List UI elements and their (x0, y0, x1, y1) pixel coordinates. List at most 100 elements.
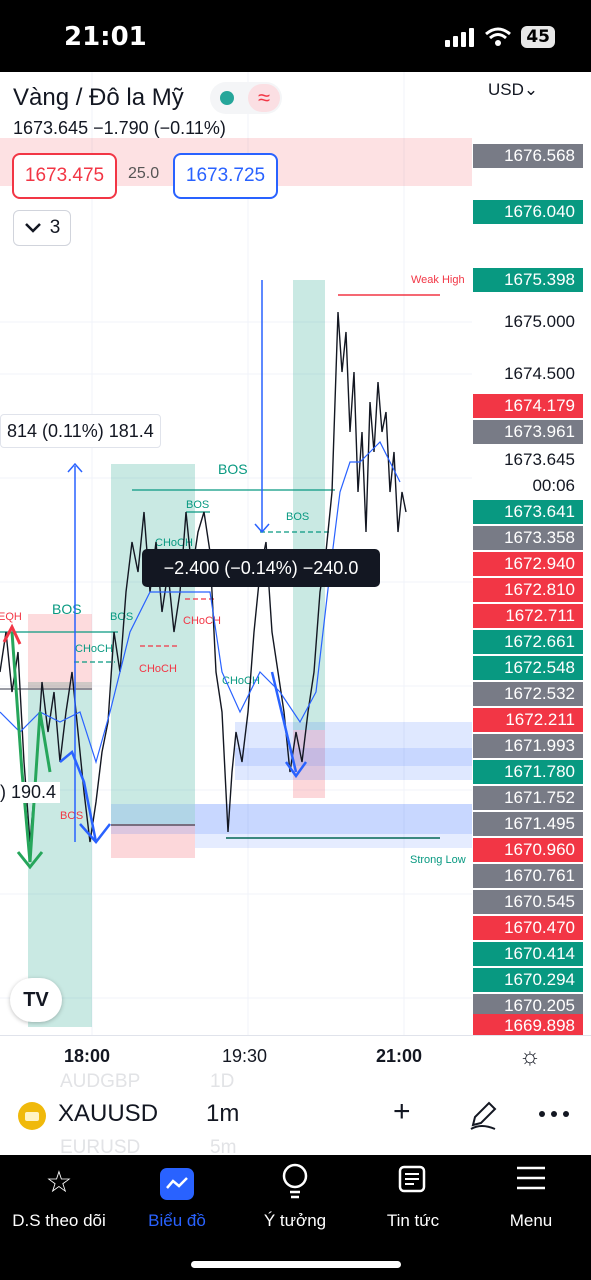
time-axis[interactable]: 18:00 19:30 21:00 ☼ (0, 1035, 591, 1077)
sell-button[interactable]: 1673.475 (12, 153, 117, 199)
price-axis-label: 1670.761 (473, 864, 583, 888)
price-axis-label: 1671.993 (473, 734, 583, 758)
price-change-line: 1673.645 −1.790 (−0.11%) (13, 118, 226, 138)
zone-green-2 (111, 464, 195, 824)
symbol-title[interactable]: Vàng / Đô la Mỹ (13, 84, 184, 111)
spread-value: 25.0 (128, 165, 160, 182)
price-axis-label: 1676.568 (473, 144, 583, 168)
price-axis-label: 1670.414 (473, 942, 583, 966)
star-icon: ☆ (45, 1166, 73, 1199)
indicator-count: 3 (49, 217, 61, 238)
nav-ideas[interactable]: Ý tưởng (236, 1163, 354, 1231)
indicators-collapse-button[interactable]: 3 (13, 210, 71, 246)
nav-label-chart: Biểu đồ (148, 1211, 206, 1230)
add-icon[interactable]: + (393, 1095, 411, 1128)
price-axis-label: 1671.780 (473, 760, 583, 784)
left-measure-value: ) 190.4 (0, 782, 61, 803)
more-icon[interactable] (538, 1109, 570, 1119)
price-axis-label: 1670.545 (473, 890, 583, 914)
zone-green-3 (293, 280, 325, 730)
timeframe-button[interactable]: 1m (206, 1100, 240, 1127)
price-axis-label: 1671.495 (473, 812, 583, 836)
price-axis-label: 1672.940 (473, 552, 583, 576)
measure-down-label: −2.400 (−0.14%) −240.0 (142, 549, 380, 587)
price-axis-label: 00:06 (473, 474, 583, 498)
nav-label-menu: Menu (509, 1211, 553, 1230)
price-axis-label: 1676.040 (473, 200, 583, 224)
ghost-symbol-1: AUDGBP (60, 1071, 141, 1092)
choch-label-2: CHoCH (183, 615, 221, 627)
price-axis-label: 1672.661 (473, 630, 583, 654)
chevron-down-icon: ⌄ (523, 80, 539, 99)
battery-icon: 45 (521, 26, 555, 48)
nav-news[interactable]: Tin tức (354, 1163, 472, 1231)
price-axis-label: 1672.211 (473, 708, 583, 732)
bos-label-1: BOS (218, 461, 248, 477)
zone-blue-1 (235, 722, 472, 780)
price-axis-label: 1673.358 (473, 526, 583, 550)
eqh-label: EQH (0, 611, 22, 623)
bos-label-3: BOS (286, 511, 309, 523)
lightbulb-icon (236, 1163, 354, 1203)
strong-low-label: Strong Low (410, 854, 466, 866)
bos-label-6: BOS (60, 810, 83, 822)
market-status[interactable]: ≈ (210, 82, 282, 114)
measure-up-label: 814 (0.11%) 181.4 (0, 414, 161, 448)
price-axis-label: 1672.532 (473, 682, 583, 706)
price-axis-label: 1675.398 (473, 268, 583, 292)
price-axis-label: 1670.294 (473, 968, 583, 992)
approx-icon: ≈ (248, 84, 280, 112)
nav-watchlist[interactable]: ☆ D.S theo dõi (0, 1163, 118, 1231)
zone-red-1 (28, 614, 92, 690)
menu-icon (472, 1163, 590, 1203)
nav-chart[interactable]: Biểu đồ (118, 1163, 236, 1231)
price-axis-label: 1669.898 (473, 1014, 583, 1035)
nav-label-news: Tin tức (386, 1211, 440, 1230)
ghost-tf-1: 1D (210, 1071, 235, 1092)
wifi-icon (485, 27, 512, 46)
price-axis-label: 1674.179 (473, 394, 583, 418)
price-axis-label: 1673.645 (473, 448, 583, 472)
price-axis-label: 1673.641 (473, 500, 583, 524)
price-axis-label: 1671.752 (473, 786, 583, 810)
price-axis-label: 1670.470 (473, 916, 583, 940)
zone-blue-3 (111, 804, 472, 834)
settings-gear-icon[interactable]: ☼ (519, 1043, 541, 1070)
signal-icon (445, 28, 475, 47)
bos-label-2: BOS (52, 601, 82, 617)
ghost-tf-2: 5m (210, 1137, 237, 1158)
price-axis-label: 1672.810 (473, 578, 583, 602)
chevron-down-icon (24, 223, 41, 233)
currency-label: USD (488, 80, 524, 99)
chart-area[interactable]: Weak High Strong Low BOS BOS BOS BOS BOS… (0, 72, 591, 1035)
price-axis-label: 1674.500 (473, 362, 583, 386)
time-label-1: 18:00 (64, 1046, 111, 1066)
choch-label-1: CHoCH (139, 663, 177, 675)
tradingview-logo[interactable]: TV (10, 978, 62, 1022)
buy-button[interactable]: 1673.725 (173, 153, 278, 199)
news-icon (354, 1163, 472, 1203)
nav-menu[interactable]: Menu (472, 1163, 590, 1231)
nav-label-ideas: Ý tưởng (263, 1211, 327, 1230)
currency-dropdown[interactable]: USD⌄ (486, 80, 541, 100)
home-indicator (191, 1261, 401, 1268)
price-axis[interactable]: 1676.568 1676.040 1675.398 1675.000 1674.500… (472, 72, 591, 1035)
bos-label-5: BOS (110, 611, 133, 623)
weak-high-label: Weak High (411, 274, 465, 286)
gold-icon (18, 1102, 46, 1130)
price-axis-label: 1673.961 (473, 420, 583, 444)
chart-icon (118, 1163, 236, 1203)
bos-label-4: BOS (186, 499, 209, 511)
price-axis-label: 1672.711 (473, 604, 583, 628)
zone-red-2 (111, 824, 195, 858)
price-axis-label: 1670.960 (473, 838, 583, 862)
time-label-2: 19:30 (222, 1046, 268, 1066)
status-icons: 45 (445, 26, 555, 48)
symbol-button[interactable]: XAUUSD (58, 1100, 159, 1127)
pencil-icon[interactable] (467, 1099, 499, 1131)
ghost-symbol-2: EURUSD (60, 1137, 141, 1158)
status-time: 21:01 (64, 22, 147, 52)
price-axis-label: 1675.000 (473, 310, 583, 334)
zone-blue-2 (235, 748, 472, 766)
zone-blue-4 (195, 804, 472, 848)
